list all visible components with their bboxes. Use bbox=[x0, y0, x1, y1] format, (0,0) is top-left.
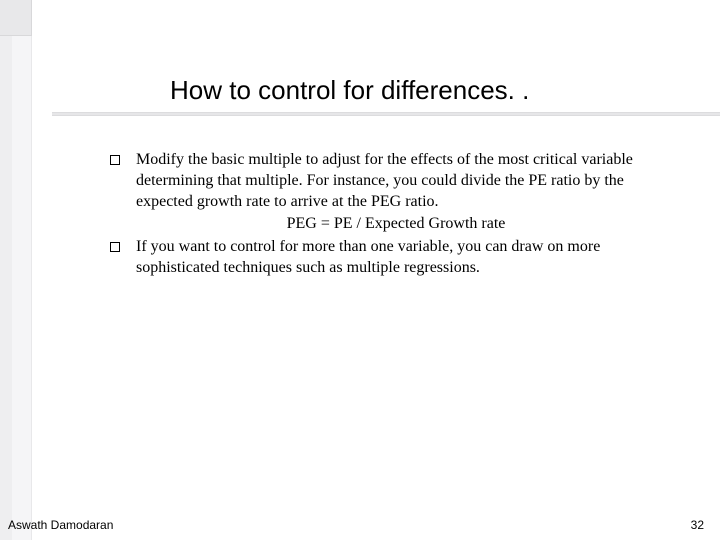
corner-accent-block bbox=[0, 0, 32, 36]
bullet-item: Modify the basic multiple to adjust for … bbox=[110, 150, 682, 212]
square-bullet-icon bbox=[110, 242, 120, 252]
left-accent-bar bbox=[0, 36, 32, 540]
formula-line: PEG = PE / Expected Growth rate bbox=[110, 214, 682, 235]
footer-author: Aswath Damodaran bbox=[8, 518, 113, 532]
slide-body: Modify the basic multiple to adjust for … bbox=[110, 150, 682, 281]
bullet-text: Modify the basic multiple to adjust for … bbox=[136, 150, 682, 212]
bullet-item: If you want to control for more than one… bbox=[110, 237, 682, 279]
footer-page-number: 32 bbox=[691, 518, 704, 532]
square-bullet-icon bbox=[110, 155, 120, 165]
bullet-text: If you want to control for more than one… bbox=[136, 237, 682, 279]
slide-title: How to control for differences. . bbox=[170, 75, 529, 106]
title-underline-rule bbox=[52, 112, 720, 116]
